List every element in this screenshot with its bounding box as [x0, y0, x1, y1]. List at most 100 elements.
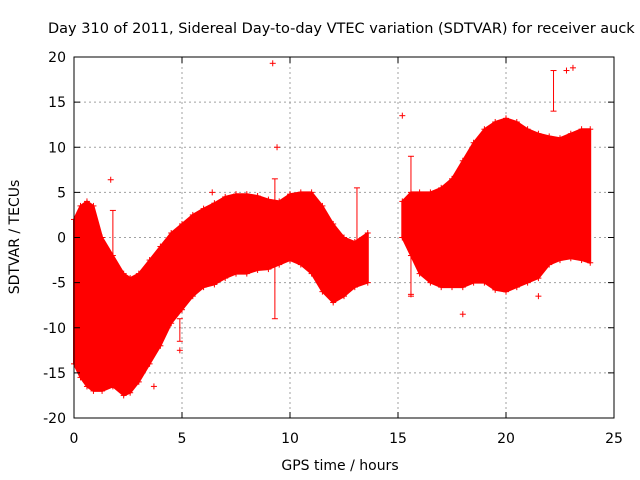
- x-tick-label: 10: [281, 431, 299, 447]
- data-point: [287, 257, 293, 264]
- data-point: [481, 126, 488, 133]
- data-point: [427, 279, 434, 286]
- data-envelope: [73, 191, 369, 397]
- data-point: [90, 202, 97, 209]
- error-bar: [176, 318, 183, 342]
- data-point: [503, 288, 509, 295]
- chart-title: Day 310 of 2011, Sidereal Day-to-day VTE…: [48, 21, 635, 37]
- x-tick-label: 5: [178, 431, 187, 447]
- data-point: [524, 126, 531, 133]
- data-point: [77, 374, 84, 381]
- data-point: [276, 198, 283, 205]
- y-tick-label: -5: [52, 276, 66, 292]
- outlier-point: [407, 291, 414, 298]
- data-point: [135, 378, 142, 385]
- data-point: [557, 135, 563, 142]
- data-point: [99, 234, 106, 241]
- data-point: [524, 279, 531, 286]
- data-point: [587, 259, 594, 266]
- outlier-point: [176, 347, 183, 354]
- data-point: [459, 284, 466, 291]
- data-point: [189, 211, 196, 218]
- data-point: [319, 202, 326, 209]
- y-tick-label: -15: [43, 366, 66, 382]
- data-point: [200, 205, 207, 212]
- data-point: [297, 189, 304, 196]
- data-point: [189, 293, 196, 300]
- data-point: [265, 266, 272, 273]
- data-point: [364, 229, 371, 236]
- error-bar: [271, 178, 278, 320]
- data-point: [535, 275, 542, 282]
- data-point: [567, 130, 574, 137]
- data-point: [276, 261, 283, 268]
- outlier-point: [569, 64, 576, 71]
- data-point: [135, 270, 142, 277]
- outlier-point: [150, 383, 157, 390]
- data-point: [578, 126, 585, 133]
- data-point: [492, 118, 499, 125]
- data-layer: [71, 60, 594, 399]
- data-point: [416, 270, 423, 277]
- data-point: [427, 189, 434, 196]
- data-point: [578, 257, 585, 264]
- data-point: [233, 270, 239, 277]
- ticks: -20 -15 -10 -5 0 5 10 15 20 0 5 10 15 20 25: [43, 50, 623, 447]
- data-point: [513, 284, 520, 291]
- outlier-point: [269, 60, 276, 67]
- outlier-point: [399, 112, 406, 119]
- data-envelope: [401, 117, 592, 293]
- data-point: [308, 189, 315, 196]
- data-point: [287, 191, 293, 198]
- data-point: [157, 243, 164, 250]
- data-point: [120, 392, 127, 399]
- y-tick-label: 5: [57, 185, 66, 201]
- outlier-point: [535, 293, 542, 300]
- x-axis-label: GPS time / hours: [281, 458, 398, 474]
- data-point: [109, 383, 116, 390]
- data-point: [449, 175, 455, 182]
- data-point: [120, 270, 127, 277]
- data-point: [308, 270, 315, 277]
- data-point: [222, 193, 229, 200]
- data-point: [211, 281, 218, 288]
- data-point: [319, 288, 326, 295]
- data-point: [233, 191, 239, 198]
- data-point: [364, 279, 371, 286]
- data-point: [546, 261, 553, 268]
- data-point: [168, 229, 175, 236]
- data-point: [399, 198, 406, 205]
- data-point: [99, 387, 106, 394]
- data-point: [557, 257, 563, 264]
- data-point: [513, 118, 520, 125]
- data-point: [481, 279, 488, 286]
- data-point: [146, 360, 153, 367]
- y-tick-label: 0: [57, 231, 66, 247]
- data-point: [297, 261, 304, 268]
- y-tick-label: 20: [48, 50, 66, 66]
- data-point: [416, 189, 423, 196]
- error-bar: [550, 70, 557, 112]
- data-point: [330, 220, 337, 227]
- error-bar: [109, 209, 116, 311]
- data-point: [83, 383, 90, 390]
- data-point: [127, 389, 134, 396]
- x-tick-label: 20: [497, 431, 515, 447]
- data-point: [211, 200, 218, 207]
- data-point: [438, 284, 445, 291]
- data-point: [459, 157, 466, 164]
- error-bar: [353, 187, 360, 275]
- outlier-point: [459, 311, 466, 318]
- data-point: [222, 275, 229, 282]
- x-tick-label: 25: [605, 431, 623, 447]
- data-point: [341, 293, 347, 300]
- data-point: [243, 270, 250, 277]
- data-point: [567, 255, 574, 262]
- data-point: [492, 286, 499, 293]
- data-point: [470, 139, 477, 146]
- data-point: [179, 306, 185, 313]
- outlier-point: [563, 67, 570, 74]
- data-point: [157, 342, 164, 349]
- x-tick-label: 15: [389, 431, 407, 447]
